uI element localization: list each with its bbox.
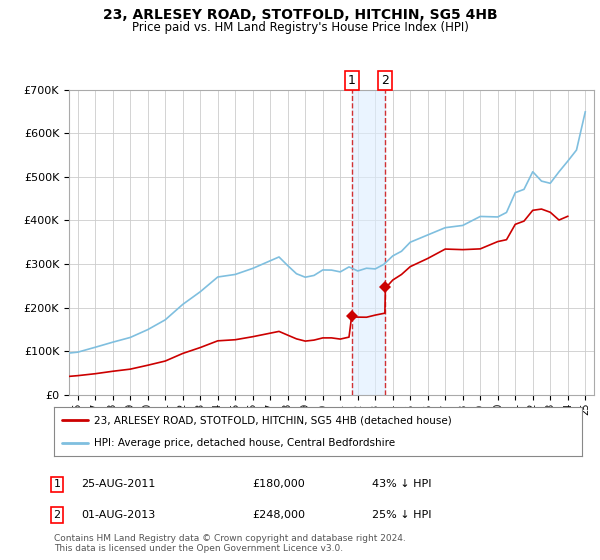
Text: 2: 2 <box>53 510 61 520</box>
Text: £248,000: £248,000 <box>252 510 305 520</box>
Text: Contains HM Land Registry data © Crown copyright and database right 2024.
This d: Contains HM Land Registry data © Crown c… <box>54 534 406 553</box>
Text: 1: 1 <box>53 479 61 489</box>
Text: 25-AUG-2011: 25-AUG-2011 <box>81 479 155 489</box>
Text: 23, ARLESEY ROAD, STOTFOLD, HITCHIN, SG5 4HB (detached house): 23, ARLESEY ROAD, STOTFOLD, HITCHIN, SG5… <box>94 416 451 426</box>
Text: 2: 2 <box>382 74 389 87</box>
Text: Price paid vs. HM Land Registry's House Price Index (HPI): Price paid vs. HM Land Registry's House … <box>131 21 469 34</box>
Text: 1: 1 <box>347 74 356 87</box>
Text: 43% ↓ HPI: 43% ↓ HPI <box>372 479 431 489</box>
Text: 23, ARLESEY ROAD, STOTFOLD, HITCHIN, SG5 4HB: 23, ARLESEY ROAD, STOTFOLD, HITCHIN, SG5… <box>103 8 497 22</box>
Text: 01-AUG-2013: 01-AUG-2013 <box>81 510 155 520</box>
Bar <box>352 90 385 395</box>
Text: £180,000: £180,000 <box>252 479 305 489</box>
Text: 25% ↓ HPI: 25% ↓ HPI <box>372 510 431 520</box>
Text: HPI: Average price, detached house, Central Bedfordshire: HPI: Average price, detached house, Cent… <box>94 438 395 448</box>
